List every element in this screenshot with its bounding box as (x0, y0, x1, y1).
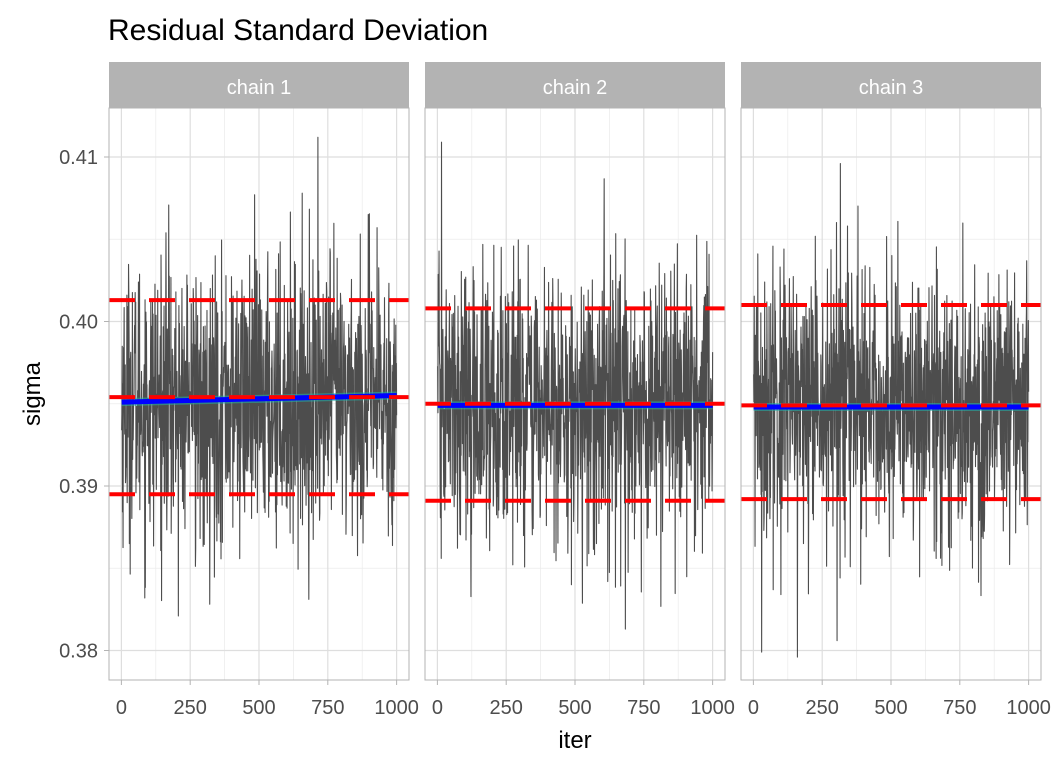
x-tick-label: 250 (174, 697, 207, 719)
x-tick-label: 0 (748, 697, 759, 719)
trace-line (121, 136, 398, 617)
facet-label: chain 1 (227, 77, 292, 99)
facet-panel-1: chain 1 0 250 500 750 1000 (108, 62, 419, 719)
y-tick-label: 0.41 (59, 147, 98, 169)
x-tick-label: 1000 (374, 697, 419, 719)
x-tick-label: 750 (311, 697, 344, 719)
y-tick-label: 0.38 (59, 641, 98, 663)
facet-panel-2: chain 2 0 250 500 750 1000 (424, 62, 735, 719)
x-tick-label: 0 (432, 697, 443, 719)
x-tick-label: 250 (490, 697, 523, 719)
y-tick-label: 0.40 (59, 312, 98, 334)
x-tick-label: 1000 (1006, 697, 1051, 719)
facet-strip (109, 62, 409, 108)
y-axis-title: sigma (19, 361, 46, 426)
facet-label: chain 2 (543, 77, 608, 99)
chart-title: Residual Standard Deviation (108, 14, 488, 47)
x-tick-label: 500 (242, 697, 275, 719)
x-tick-label: 1000 (690, 697, 735, 719)
x-tick-label: 250 (806, 697, 839, 719)
trace-line (437, 141, 714, 630)
trace-line (753, 163, 1030, 658)
x-axis-title: iter (558, 727, 591, 754)
x-tick-label: 500 (558, 697, 591, 719)
facet-label: chain 3 (859, 77, 924, 99)
facet-strip (741, 62, 1041, 108)
x-tick-label: 750 (943, 697, 976, 719)
facet-panel-3: chain 3 0 250 500 750 1000 (740, 62, 1051, 719)
x-tick-label: 0 (116, 697, 127, 719)
y-tick-label: 0.39 (59, 476, 98, 498)
x-tick-label: 750 (627, 697, 660, 719)
x-tick-label: 500 (874, 697, 907, 719)
facet-strip (425, 62, 725, 108)
